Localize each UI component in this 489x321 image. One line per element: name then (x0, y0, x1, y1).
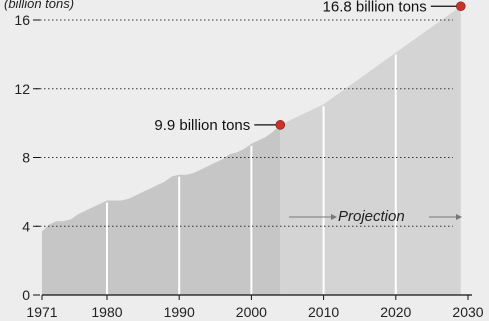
annotation-label-16-8: 16.8 billion tons (323, 0, 427, 15)
projection-arrowhead-right (456, 214, 462, 220)
projection-arrowhead-left (331, 214, 337, 220)
x-tick-label-1971: 1971 (26, 304, 57, 320)
x-tick-label-2030: 2030 (452, 304, 483, 320)
marker-16-8 (455, 1, 466, 12)
y-axis-unit-label: (billion tons) (4, 0, 74, 11)
projection-label: Projection (338, 208, 405, 225)
marker-9-9 (275, 120, 286, 130)
y-tick-label-8: 8 (22, 150, 30, 166)
y-tick-label-4: 4 (22, 218, 30, 234)
x-tick-label-2020: 2020 (380, 304, 411, 320)
x-tick-label-1990: 1990 (164, 304, 195, 320)
x-tick-label-1980: 1980 (91, 304, 122, 320)
x-tick-label-2000: 2000 (236, 304, 267, 320)
y-tick-label-16: 16 (14, 12, 30, 28)
x-tick-label-2010: 2010 (308, 304, 339, 320)
historical-area (42, 124, 281, 295)
projection-area (280, 6, 461, 295)
y-tick-label-0: 0 (22, 287, 30, 303)
annotation-label-9-9: 9.9 billion tons (154, 117, 250, 134)
y-tick-label-12: 12 (14, 81, 30, 97)
